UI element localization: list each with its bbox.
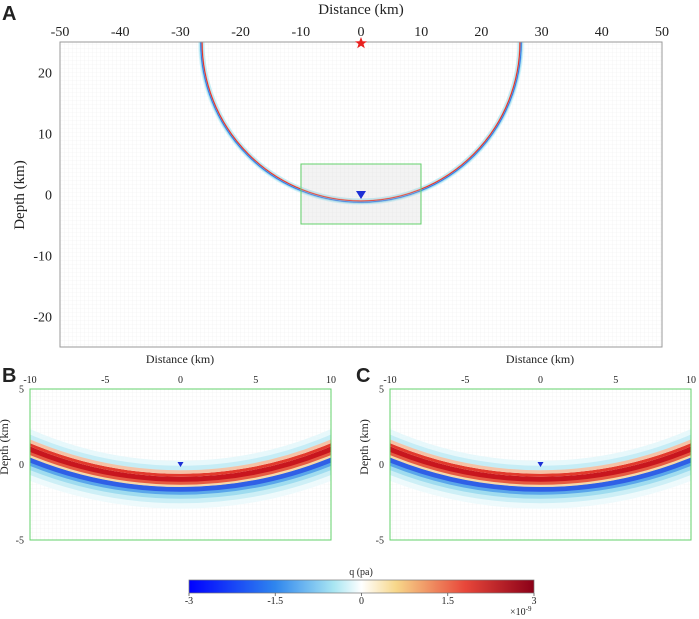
panel-a-y-tick-label: 10 <box>38 127 52 142</box>
panel-a-y-axis-label: Depth (km) <box>12 160 28 230</box>
panel-c-wavefront-ring <box>390 438 691 474</box>
panel-c-x-tick-label: 5 <box>613 375 618 386</box>
panel-c-wavefront-ring <box>390 454 691 487</box>
panel-b-wavefront-ring <box>30 438 331 474</box>
panel-b-wavefront-ring <box>30 443 331 477</box>
panel-a-x-tick-label: 10 <box>414 25 428 40</box>
panel-a-wavefront <box>198 42 524 205</box>
panel-c-wavefront-ring <box>390 446 691 482</box>
panel-a-x-tick-label: 40 <box>595 25 609 40</box>
colorbar-tick-label: -3 <box>185 596 193 607</box>
panel-c-x-tick-label: -5 <box>461 375 469 386</box>
panel-b-wavefront-ring <box>30 457 331 492</box>
panel-a-wavefront-ring <box>202 42 520 201</box>
panel-a-wavefront-ring <box>201 42 521 202</box>
panel-c-wavefront-ring <box>390 461 691 495</box>
colorbar-exponent: ×10-9 <box>510 605 532 618</box>
panel-a-wavefront-ring <box>199 42 523 204</box>
panel-c-x-axis-label: Distance (km) <box>506 352 574 366</box>
panel-b-y-tick-label: -5 <box>16 536 24 547</box>
panel-c-x-tick-label: -10 <box>383 375 396 386</box>
panel-a-y-tick-label: -10 <box>33 249 52 264</box>
panel-a-x-tick-label: 30 <box>535 25 549 40</box>
panel-b-x-tick-label: 10 <box>326 375 336 386</box>
panel-a-x-tick-label: 20 <box>474 25 488 40</box>
panel-c-letter: C <box>356 365 370 387</box>
panel-b-receiver-triangle-icon <box>177 462 184 467</box>
panel-c-y-axis-label: Depth (km) <box>357 419 371 475</box>
colorbar-tick-label: 1.5 <box>442 596 455 607</box>
panel-b-x-axis-label: Distance (km) <box>146 352 214 366</box>
colorbar-tick-label: 0 <box>359 596 364 607</box>
panel-c-wavefront-ring <box>390 443 691 477</box>
panel-b-y-tick-label: 0 <box>19 460 24 471</box>
panel-c-y-tick-label: 0 <box>379 460 384 471</box>
panel-b-wavefront-ring <box>30 433 331 471</box>
colorbar-tick-label: -1.5 <box>267 596 283 607</box>
panel-a-receiver-triangle-icon <box>356 191 366 199</box>
panel-c: C -10 -5 0 5 10 5 0 -5 Distance (km) Depth (km) <box>356 352 696 547</box>
panel-a-wavefront-ring <box>200 42 522 203</box>
panel-b-x-tick-label: -10 <box>23 375 36 386</box>
panel-b-y-axis-label: Depth (km) <box>0 419 11 475</box>
panel-a-x-tick-label: -20 <box>231 25 250 40</box>
panel-b-wavefront-ring <box>30 473 331 509</box>
panel-c-receiver-triangle-icon <box>537 462 544 467</box>
panel-a-x-tick-label: 0 <box>358 25 365 40</box>
colorbar-title: q (pa) <box>349 567 373 578</box>
panel-b-wavefront-ring <box>30 461 331 495</box>
panel-c-y-tick-label: 5 <box>379 385 384 396</box>
panel-b-x-tick-label: 0 <box>178 375 183 386</box>
panel-a-x-tick-label: -40 <box>111 25 130 40</box>
panel-a-letter: A <box>2 3 16 25</box>
panel-c-x-tick-label: 0 <box>538 375 543 386</box>
panel-b-letter: B <box>2 365 16 387</box>
panel-a-y-tick-label: -20 <box>33 310 52 325</box>
panel-b: B -10 -5 0 5 10 5 0 -5 Distance (km) Depth (km) <box>0 352 336 547</box>
panel-c-wavefront-ring <box>390 468 691 504</box>
panel-a-x-axis-label: Distance (km) <box>318 2 403 18</box>
panel-b-wavefront-ring <box>30 446 331 482</box>
panel-c-frame <box>389 388 692 541</box>
panel-b-frame <box>29 388 332 541</box>
panel-a-y-tick-label: 20 <box>38 66 52 81</box>
panel-a-x-tick-label: -50 <box>51 25 70 40</box>
panel-c-wavefront-ring <box>390 473 691 509</box>
colorbar-tick-label: 3 <box>532 596 537 607</box>
panel-b-wavefront-ring <box>30 468 331 504</box>
panel-a-x-tick-label: -30 <box>171 25 190 40</box>
panel-a-y-tick-label: 0 <box>45 188 52 203</box>
panel-c-wavefront-ring <box>390 457 691 492</box>
panel-c-x-tick-label: 10 <box>686 375 696 386</box>
panel-c-wavefront-ring <box>390 464 691 499</box>
colorbar: q (pa) -3 -1.5 0 1.5 3 ×10-9 <box>185 567 537 618</box>
panel-a-source-star-icon <box>355 37 367 49</box>
panel-b-wavefront-ring <box>30 454 331 487</box>
panel-a: A -50 -40 -30 -20 -10 0 10 20 30 40 5020100-10-20 … <box>2 2 669 348</box>
colorbar-bar <box>188 579 535 594</box>
panel-b-x-tick-label: 5 <box>253 375 258 386</box>
panel-c-wavefront-ring <box>390 450 691 485</box>
panel-c-y-tick-label: -5 <box>376 536 384 547</box>
panel-a-x-tick-label: -10 <box>291 25 310 40</box>
panel-b-wavefront-ring <box>30 464 331 499</box>
panel-b-x-tick-label: -5 <box>101 375 109 386</box>
panel-b-y-tick-label: 5 <box>19 385 24 396</box>
panel-c-wavefront-ring <box>390 433 691 471</box>
panel-a-x-tick-label: 50 <box>655 25 669 40</box>
panel-b-wavefront-ring <box>30 450 331 485</box>
